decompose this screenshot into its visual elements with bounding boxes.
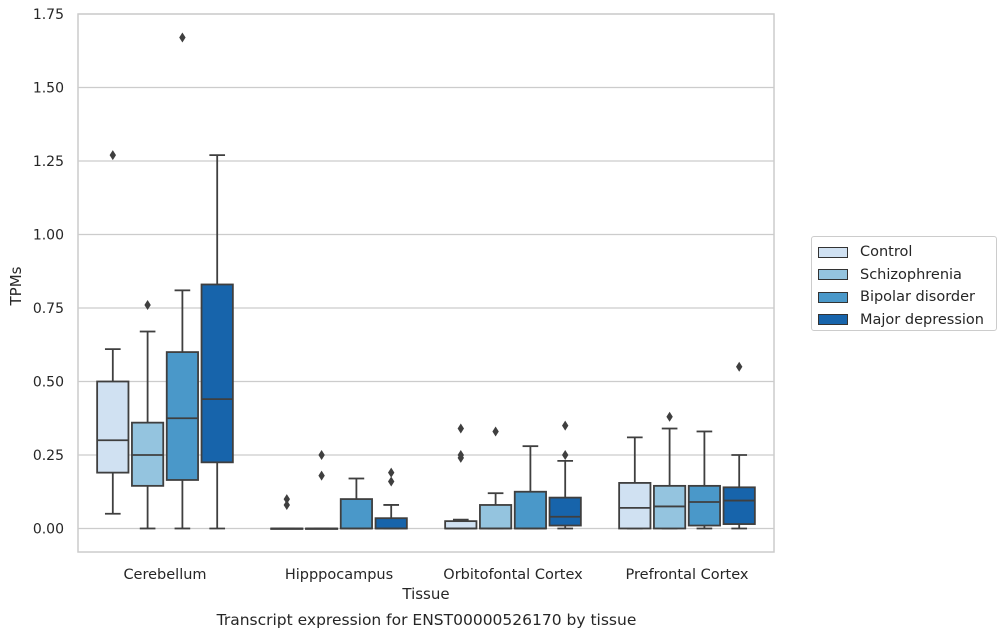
legend-swatch-control: [818, 246, 848, 258]
legend-swatch-major-depression: [818, 314, 848, 326]
box: [722, 486, 756, 525]
y-tick-label: 0.50: [33, 374, 64, 390]
outlier-point: [318, 470, 325, 481]
legend-swatch-bipolar-disorder: [818, 291, 848, 303]
box: [479, 504, 513, 530]
y-tick-label: 1.50: [33, 80, 64, 96]
box: [200, 283, 234, 464]
box: [513, 490, 547, 530]
box: [165, 351, 199, 481]
plot-frame: [77, 13, 775, 553]
legend-item-schizophrenia: Schizophrenia: [818, 264, 996, 287]
legend-label-control: Control: [860, 244, 913, 261]
outlier-point: [492, 426, 499, 437]
chart-caption: Transcript expression for ENST0000052617…: [216, 611, 637, 629]
outlier-point: [144, 300, 151, 311]
y-tick-label: 0.00: [33, 521, 64, 537]
legend-item-major-depression: Major depression: [818, 309, 996, 332]
outlier-point: [388, 467, 395, 478]
box: [444, 520, 478, 530]
outlier-point: [109, 150, 116, 161]
legend: Control Schizophrenia Bipolar disorder M…: [811, 236, 997, 331]
legend-swatch-schizophrenia: [818, 269, 848, 281]
box: [687, 484, 721, 527]
y-tick-label: 1.25: [33, 154, 64, 170]
box: [548, 496, 582, 527]
outlier-point: [179, 32, 186, 43]
outlier-point: [388, 476, 395, 487]
legend-label-schizophrenia: Schizophrenia: [860, 266, 962, 283]
legend-item-bipolar-disorder: Bipolar disorder: [818, 286, 996, 309]
x-tick-label: Hipppocampus: [285, 567, 393, 583]
box: [374, 517, 408, 530]
y-tick-label: 1.00: [33, 227, 64, 243]
legend-label-bipolar-disorder: Bipolar disorder: [860, 289, 975, 306]
outlier-point: [283, 494, 290, 505]
y-tick-label: 1.75: [33, 7, 64, 23]
x-tick-label: Orbitofontal Cortex: [443, 567, 583, 583]
y-tick-label: 0.25: [33, 448, 64, 464]
legend-label-major-depression: Major depression: [860, 311, 984, 328]
x-tick-label: Prefrontal Cortex: [626, 567, 749, 583]
outlier-point: [736, 361, 743, 372]
legend-item-control: Control: [818, 241, 996, 264]
outlier-point: [562, 449, 569, 460]
outlier-point: [457, 423, 464, 434]
box: [96, 380, 130, 474]
y-axis-label: TPMs: [7, 266, 25, 306]
box: [339, 498, 373, 530]
outlier-point: [283, 499, 290, 510]
outlier-point: [318, 449, 325, 460]
x-tick-label: Cerebellum: [123, 567, 206, 583]
y-tick-label: 0.75: [33, 301, 64, 317]
outlier-point: [666, 411, 673, 422]
outlier-point: [562, 420, 569, 431]
outlier-point: [457, 449, 464, 460]
box: [618, 482, 652, 530]
x-axis-label: Tissue: [402, 585, 450, 603]
